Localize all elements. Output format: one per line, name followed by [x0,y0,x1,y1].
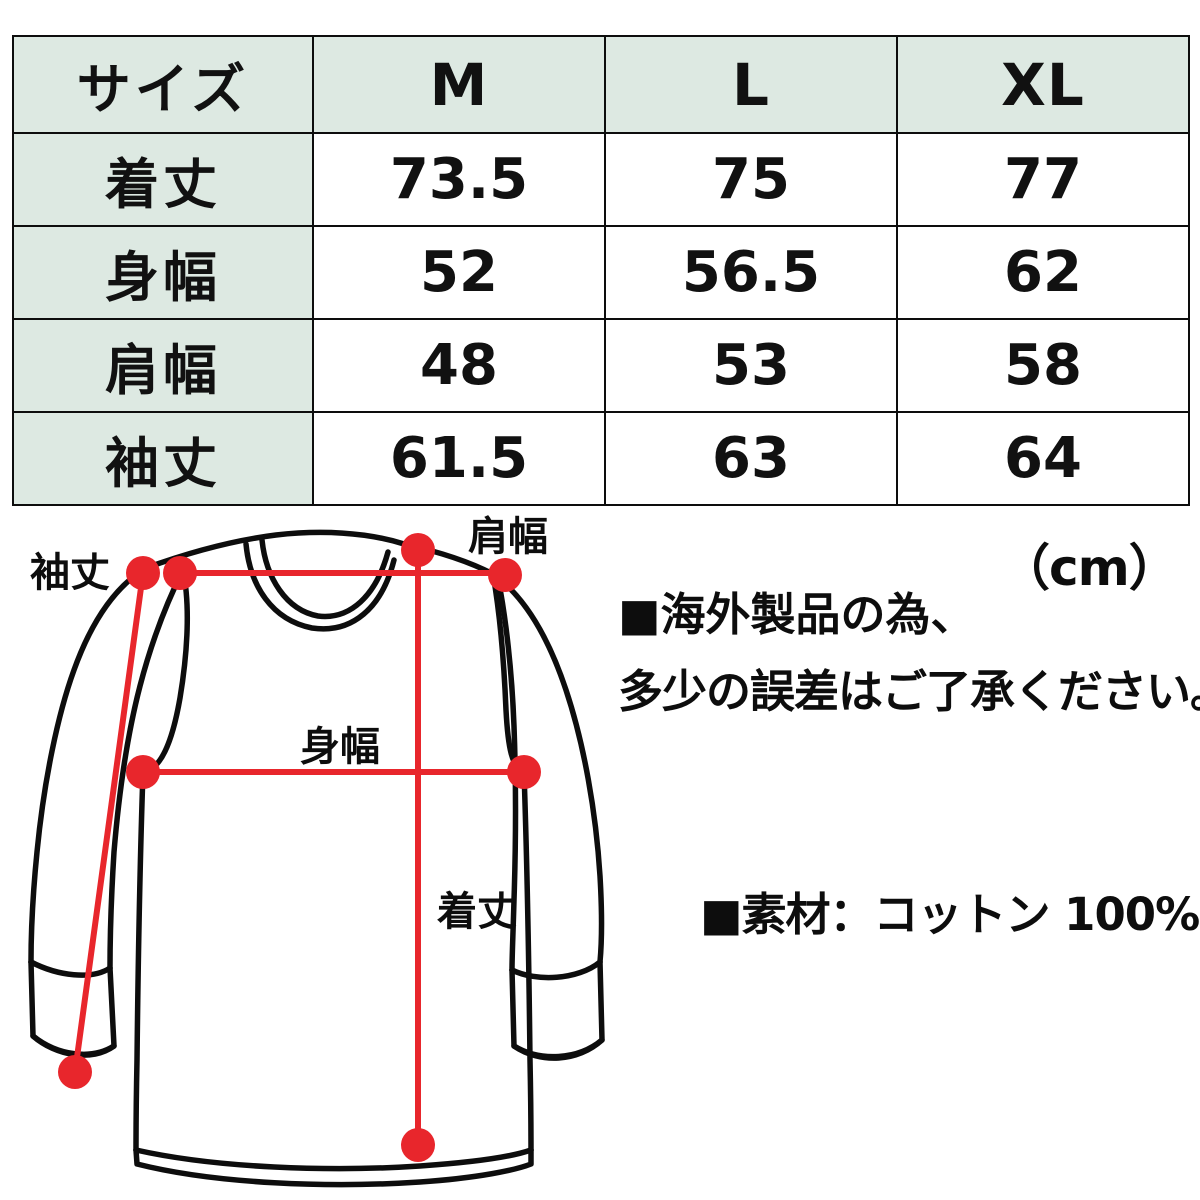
cell-body-width-xl: 62 [896,225,1190,320]
header-cell-xl: XL [896,35,1190,134]
cell-sleeve-length-xl: 64 [896,411,1190,506]
unit-note: （cm） [1000,539,1179,597]
diagram-label-body-length: 着丈 [437,889,517,935]
tshirt-outline-icon [28,529,605,1188]
header-cell-size: サイズ [12,35,314,134]
table-row: 身幅 52 56.5 62 [12,225,1190,320]
measurement-lines [72,547,527,1148]
sleeve-length-line [72,570,146,1075]
header-cell-l: L [604,35,898,134]
disclaimer-line-2: 多少の誤差はご了承ください。 [618,665,1200,718]
size-chart-table-container: サイズ M L XL 着丈 73.5 75 77 身幅 52 56.5 62 肩… [12,35,1190,506]
point-shoulder-right [488,558,522,592]
point-hem-bottom [401,1128,435,1162]
row-label-body-width: 身幅 [12,225,314,320]
point-shoulder-inner [401,533,435,567]
cell-shoulder-width-xl: 58 [896,318,1190,413]
point-sleeve-top [126,556,160,590]
measurement-points [58,533,541,1162]
point-bodywidth-left [126,755,160,789]
row-label-sleeve-length: 袖丈 [12,411,314,506]
table-row: 肩幅 48 53 58 [12,318,1190,413]
cell-shoulder-width-m: 48 [312,318,606,413]
cell-shoulder-width-l: 53 [604,318,898,413]
table-header-row: サイズ M L XL [12,35,1190,134]
cell-sleeve-length-m: 61.5 [312,411,606,506]
header-cell-m: M [312,35,606,134]
cell-body-length-l: 75 [604,132,898,227]
point-bodywidth-right [507,755,541,789]
row-label-shoulder-width: 肩幅 [12,318,314,413]
row-label-body-length: 着丈 [12,132,314,227]
diagram-label-body-width: 身幅 [300,724,380,770]
point-sleeve-cuff [58,1055,92,1089]
size-chart-table: サイズ M L XL 着丈 73.5 75 77 身幅 52 56.5 62 肩… [12,35,1190,506]
cell-body-length-xl: 77 [896,132,1190,227]
garment-measurement-diagram: 袖丈 肩幅 身幅 着丈 [0,500,660,1200]
cell-body-width-l: 56.5 [604,225,898,320]
material-note: ■素材：コットン 100% [700,888,1200,941]
diagram-label-sleeve-length: 袖丈 [30,550,110,596]
cell-body-width-m: 52 [312,225,606,320]
disclaimer-line-1: ■海外製品の為、 [618,588,976,641]
cell-body-length-m: 73.5 [312,132,606,227]
table-row: 袖丈 61.5 63 64 [12,411,1190,506]
table-row: 着丈 73.5 75 77 [12,132,1190,227]
diagram-label-shoulder-width: 肩幅 [468,514,548,560]
cell-sleeve-length-l: 63 [604,411,898,506]
point-shoulder-left [163,556,197,590]
